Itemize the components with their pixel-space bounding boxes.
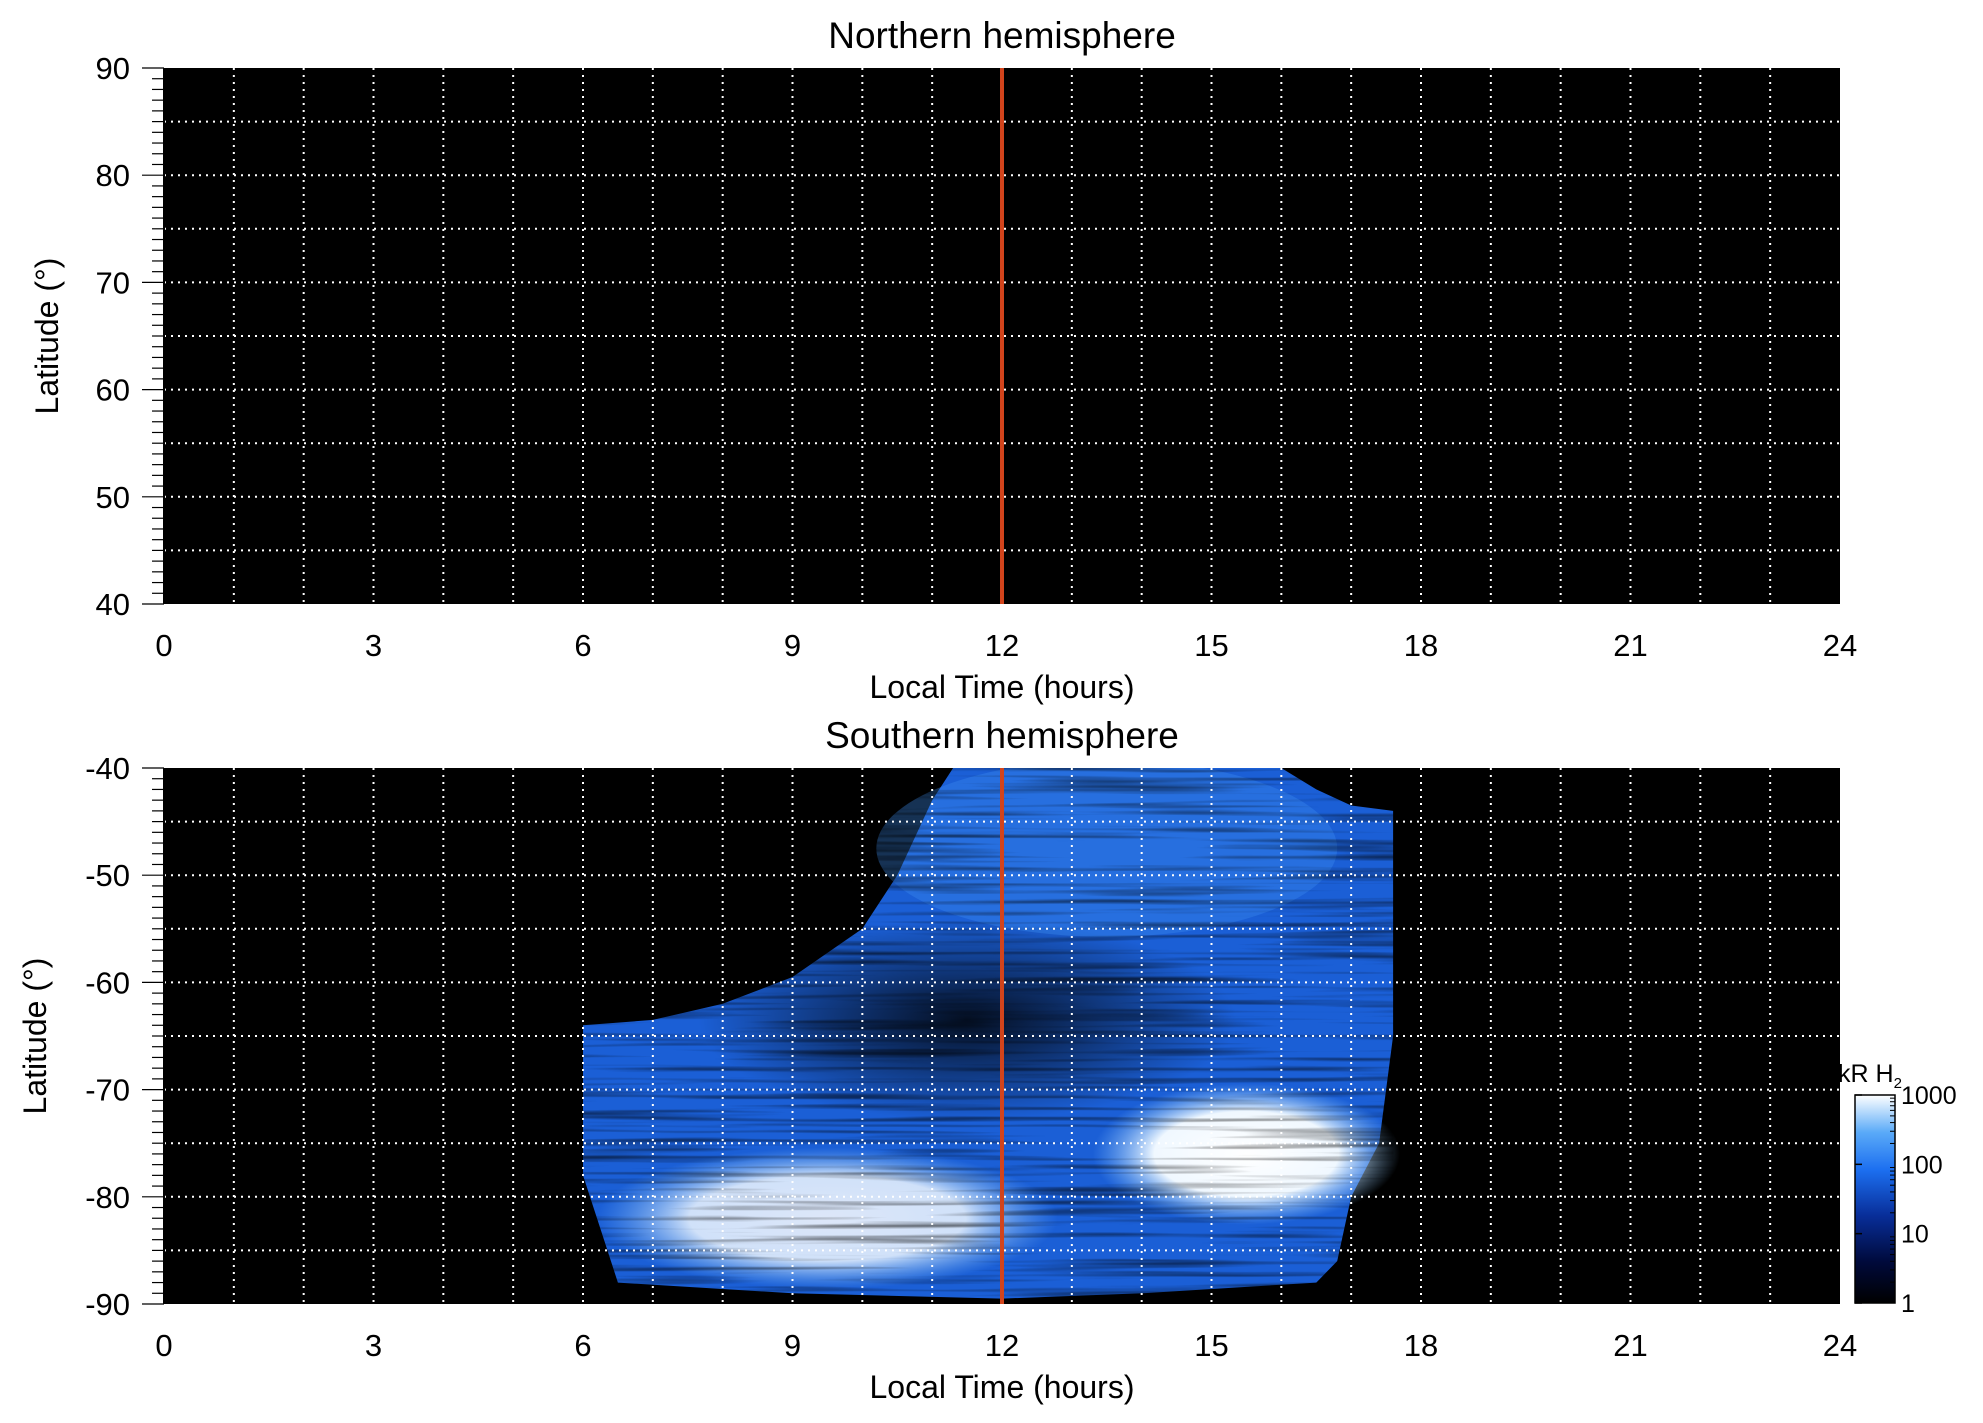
colorbar-tick-label: 100 xyxy=(1901,1151,1943,1179)
south-y-tick-label: -70 xyxy=(85,1073,130,1108)
south-x-tick-label: 12 xyxy=(985,1328,1019,1363)
north-x-tick-label: 24 xyxy=(1823,628,1857,663)
south-x-tick-label: 24 xyxy=(1823,1328,1857,1363)
north-x-tick-label: 3 xyxy=(365,628,382,663)
south-axes: -40 -50 -60 -70 -80 -90 0 3 6 9 12 15 18 21 24 xyxy=(85,751,1857,1363)
south-title: Southern hemisphere xyxy=(825,715,1179,756)
south-y-tick-label: -80 xyxy=(85,1180,130,1215)
colorbar-label: kR H2 xyxy=(1838,1060,1902,1092)
colorbar-tick-label: 1000 xyxy=(1901,1082,1957,1110)
north-title: Northern hemisphere xyxy=(828,15,1176,56)
north-panel: Northern hemisphere 90 80 70 60 50 40 0 3 6 9 12 15… xyxy=(29,15,1857,705)
south-x-tick-label: 9 xyxy=(784,1328,801,1363)
south-x-tick-label: 0 xyxy=(155,1328,172,1363)
colorbar-tick-label: 10 xyxy=(1901,1221,1929,1249)
north-x-tick-label: 15 xyxy=(1194,628,1228,663)
south-x-tick-label: 3 xyxy=(365,1328,382,1363)
south-y-tick-label: -90 xyxy=(85,1287,130,1322)
south-y-tick-label: -60 xyxy=(85,965,130,1000)
north-x-tick-label: 0 xyxy=(155,628,172,663)
south-x-tick-label: 18 xyxy=(1404,1328,1438,1363)
north-axes: 90 80 70 60 50 40 0 3 6 9 12 15 18 21 24 xyxy=(96,51,1858,663)
north-x-tick-label: 12 xyxy=(985,628,1019,663)
north-y-tick-label: 80 xyxy=(96,158,130,193)
north-y-tick-label: 40 xyxy=(96,587,130,622)
north-xlabel: Local Time (hours) xyxy=(870,669,1135,705)
south-panel: Southern hemisphere -40 -50 -60 -70 -80 -90 0 3… xyxy=(17,715,1857,1405)
colorbar: kR H2 1000 100 10 1 xyxy=(1838,1060,1957,1318)
south-x-tick-label: 6 xyxy=(574,1328,591,1363)
south-y-tick-label: -50 xyxy=(85,858,130,893)
north-x-tick-label: 9 xyxy=(784,628,801,663)
south-emission-map xyxy=(583,768,1401,1299)
south-x-tick-label: 15 xyxy=(1194,1328,1228,1363)
north-x-tick-label: 6 xyxy=(574,628,591,663)
north-grid xyxy=(164,68,1840,604)
north-y-tick-label: 60 xyxy=(96,373,130,408)
north-x-tick-label: 21 xyxy=(1613,628,1647,663)
colorbar-label-subscript: 2 xyxy=(1894,1075,1902,1092)
north-y-tick-label: 50 xyxy=(96,480,130,515)
north-y-tick-label: 90 xyxy=(96,51,130,86)
south-ylabel: Latitude (°) xyxy=(17,958,53,1115)
colorbar-label-main: kR H xyxy=(1838,1060,1894,1088)
south-xlabel: Local Time (hours) xyxy=(870,1369,1135,1405)
colorbar-ticks: 1000 100 10 1 xyxy=(1855,1082,1957,1318)
north-y-tick-label: 70 xyxy=(96,265,130,300)
north-x-tick-label: 18 xyxy=(1404,628,1438,663)
north-ylabel: Latitude (°) xyxy=(29,258,65,415)
colorbar-gradient xyxy=(1854,1094,1896,1304)
colorbar-tick-label: 1 xyxy=(1901,1290,1915,1318)
south-x-tick-label: 21 xyxy=(1613,1328,1647,1363)
coverage-streaks xyxy=(583,768,1394,1299)
south-y-tick-label: -40 xyxy=(85,751,130,786)
